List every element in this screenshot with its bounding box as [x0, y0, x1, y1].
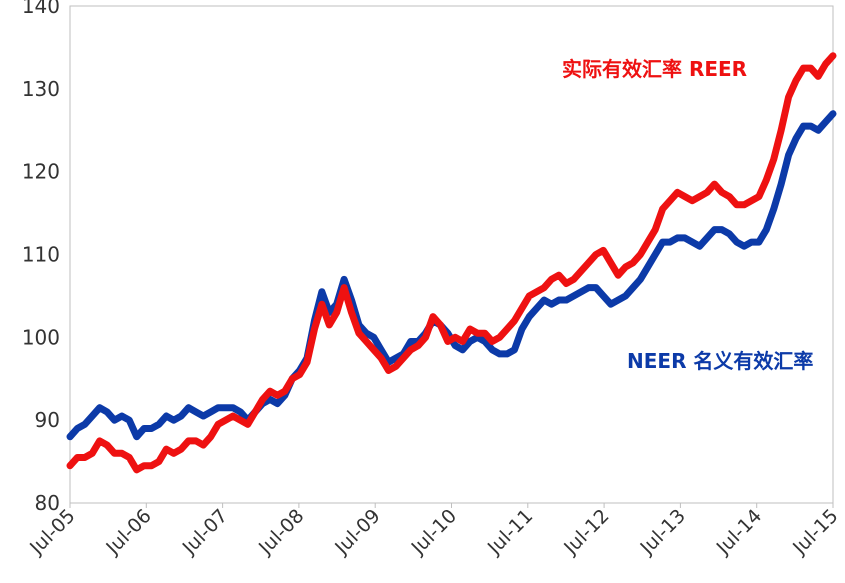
neer-label: NEER 名义有效汇率 — [627, 349, 813, 373]
y-tick-label: 90 — [35, 408, 60, 432]
neer-series-line — [66, 110, 837, 441]
x-tick-label: Jul-11 — [483, 505, 537, 559]
y-tick-label: 80 — [35, 491, 60, 515]
y-tick-label: 110 — [22, 243, 60, 267]
y-tick-label: 130 — [22, 77, 60, 101]
x-tick-label: Jul-06 — [101, 505, 155, 559]
x-tick-label: Jul-14 — [712, 505, 766, 559]
reer-series-line — [66, 52, 837, 474]
series-lines — [66, 52, 837, 474]
x-tick-label: Jul-08 — [254, 505, 308, 559]
y-tick-label: 140 — [22, 0, 60, 18]
y-tick-label: 120 — [22, 160, 60, 184]
x-tick-label: Jul-12 — [559, 505, 613, 559]
x-tick-label: Jul-10 — [407, 505, 461, 559]
x-tick-label: Jul-07 — [178, 505, 232, 559]
x-tick-label: Jul-13 — [636, 505, 690, 559]
y-axis: 80 90 100 110 120 130 140 — [22, 0, 60, 515]
x-axis: Jul-05 Jul-06 Jul-07 Jul-08 Jul-09 Jul-10 Jul-… — [25, 503, 843, 559]
x-tick-label: Jul-09 — [330, 505, 384, 559]
y-tick-label: 100 — [22, 325, 60, 349]
reer-label: 实际有效汇率 REER — [562, 57, 747, 81]
x-tick-label: Jul-15 — [788, 505, 842, 559]
